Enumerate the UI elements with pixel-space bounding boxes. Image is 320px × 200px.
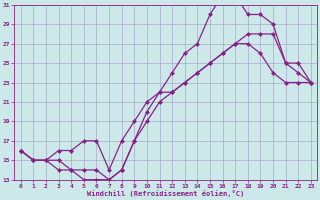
X-axis label: Windchill (Refroidissement éolien,°C): Windchill (Refroidissement éolien,°C)	[87, 190, 244, 197]
